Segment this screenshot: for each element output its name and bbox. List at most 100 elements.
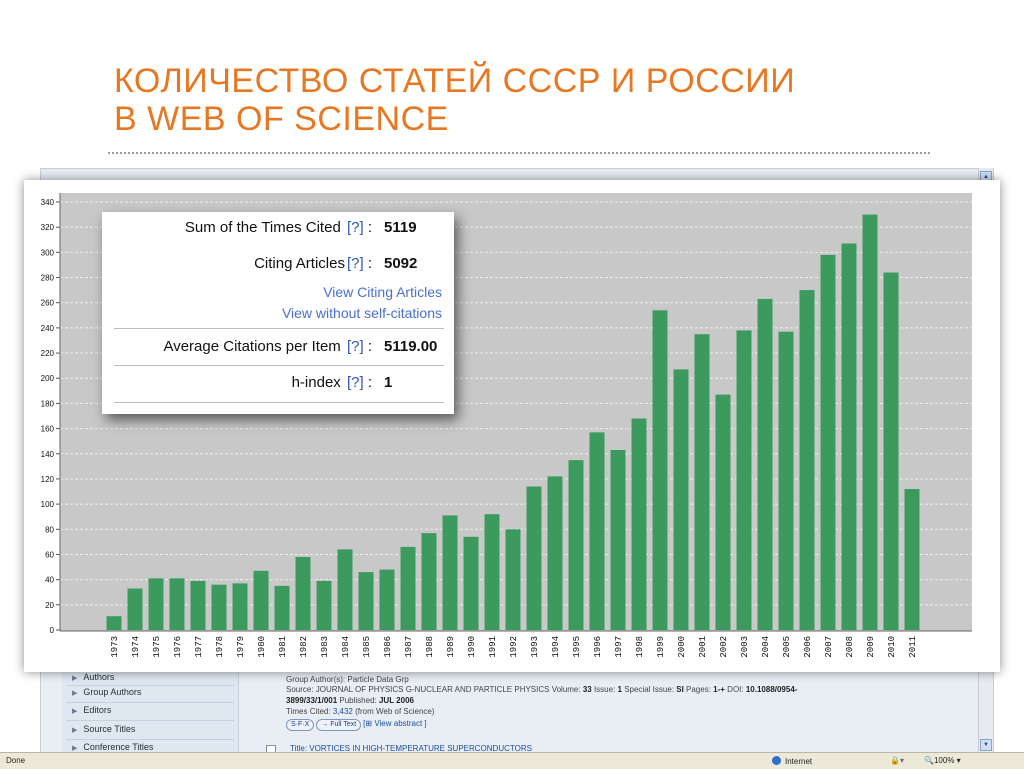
sidebar-item-conference-titles[interactable]: ▶ Conference Titles [72, 742, 153, 752]
x-tick-label: 1981 [278, 636, 288, 658]
x-tick-label: 1998 [635, 636, 645, 658]
triangle-right-icon: ▶ [72, 745, 78, 752]
x-tick-label: 1997 [614, 636, 624, 658]
bar-1986 [379, 569, 395, 630]
help-link[interactable]: [?] [346, 374, 364, 391]
sidebar-item-authors[interactable]: ▶ Authors [72, 672, 114, 682]
help-link[interactable]: [?] [346, 255, 364, 272]
x-tick-label: 2004 [761, 636, 771, 658]
bar-2007 [820, 254, 836, 630]
bar-1981 [274, 585, 290, 630]
view-citing-articles-link[interactable]: View Citing Articles [323, 284, 442, 300]
x-tick-label: 1978 [215, 636, 225, 658]
h-index-label: h-index [?] : [291, 374, 372, 391]
zoom-control[interactable]: 🔍100% ▾ [924, 756, 961, 765]
sfx-button[interactable]: S·F·X [286, 719, 315, 731]
x-tick-label: 2001 [698, 636, 708, 658]
record-group-author: Group Author(s): Particle Data Grp [286, 675, 409, 684]
sidebar-item-label: Group Authors [83, 687, 142, 697]
title-divider [108, 152, 930, 154]
x-tick-label: 2003 [740, 636, 750, 658]
bar-1998 [631, 418, 647, 630]
bar-2008 [841, 243, 857, 630]
help-link[interactable]: [?] [346, 219, 364, 236]
sidebar-item-group-authors[interactable]: ▶ Group Authors [72, 687, 141, 697]
view-citing-row: View Citing Articles [102, 282, 454, 302]
x-tick-label: 2002 [719, 636, 729, 658]
sidebar-item-editors[interactable]: ▶ Editors [72, 705, 111, 715]
citing-articles-value: 5092 [384, 255, 418, 272]
bar-1973 [106, 616, 122, 630]
bar-2006 [799, 290, 815, 630]
sidebar-item-source-titles[interactable]: ▶ Source Titles [72, 724, 135, 734]
sidebar-item-label: Editors [83, 705, 112, 715]
record-times-cited: Times Cited: 3,432 (from Web of Science) [286, 707, 435, 716]
stats-divider [114, 328, 444, 329]
bar-2001 [694, 334, 710, 630]
bar-2010 [883, 272, 899, 630]
x-tick-label: 1975 [152, 636, 162, 658]
x-tick-label: 1993 [530, 636, 540, 658]
times-cited-link[interactable]: 3,432 [332, 707, 353, 716]
y-tick-label: 160 [41, 425, 55, 434]
zone-label: Internet [785, 757, 813, 766]
bar-2011 [904, 489, 920, 630]
bar-1980 [253, 570, 269, 630]
triangle-right-icon: ▶ [72, 675, 78, 682]
y-tick-label: 240 [41, 324, 55, 333]
y-tick-label: 140 [41, 450, 55, 459]
stats-divider [114, 365, 444, 366]
x-tick-label: 1991 [488, 636, 498, 658]
x-tick-label: 1996 [593, 636, 603, 658]
x-tick-label: 1973 [110, 636, 120, 658]
bar-1978 [211, 584, 227, 630]
view-without-self-citations-link[interactable]: View without self-citations [281, 305, 442, 321]
triangle-right-icon: ▶ [72, 708, 78, 715]
average-citations-row: Average Citations per Item [?] : 5119.00 [102, 337, 454, 357]
sum-times-cited-label: Sum of the Times Cited [?] : [184, 219, 372, 236]
x-tick-label: 1987 [404, 636, 414, 658]
bar-1990 [463, 536, 479, 630]
y-tick-label: 300 [41, 248, 55, 257]
help-link[interactable]: [?] [346, 338, 364, 355]
record-source: Source: JOURNAL OF PHYSICS G-NUCLEAR AND… [286, 685, 798, 694]
y-tick-label: 100 [41, 500, 55, 509]
x-tick-label: 1976 [173, 636, 183, 658]
x-tick-label: 1979 [236, 636, 246, 658]
x-tick-label: 1980 [257, 636, 267, 658]
bar-1985 [358, 572, 374, 630]
full-text-button[interactable]: → Full Text [316, 719, 362, 731]
bar-1987 [400, 546, 416, 630]
x-tick-label: 1994 [551, 636, 561, 658]
bar-1979 [232, 583, 248, 630]
bar-1994 [547, 476, 563, 630]
h-index-row: h-index [?] : 1 [102, 373, 454, 393]
next-record-title[interactable]: Title: VORTICES IN HIGH-TEMPERATURE SUPE… [290, 744, 532, 753]
view-without-row: View without self-citations [102, 303, 454, 323]
sidebar-item-label: Authors [83, 672, 115, 682]
bar-2000 [673, 369, 689, 630]
view-abstract-link[interactable]: [⊞ View abstract ] [363, 719, 427, 728]
scroll-down-icon[interactable]: ▼ [980, 739, 992, 751]
y-tick-label: 180 [41, 399, 55, 408]
bar-1997 [610, 450, 626, 630]
bar-2002 [715, 394, 731, 630]
x-tick-label: 1984 [341, 636, 351, 658]
y-tick-label: 220 [41, 349, 55, 358]
bar-1977 [190, 580, 206, 630]
x-tick-label: 1995 [572, 636, 582, 658]
x-tick-label: 2010 [887, 636, 897, 658]
slide-title-line-1: КОЛИЧЕСТВО СТАТЕЙ СССР И РОССИИ [114, 62, 796, 100]
x-tick-label: 2011 [908, 636, 918, 658]
y-tick-label: 80 [45, 525, 54, 534]
x-tick-label: 1974 [131, 636, 141, 658]
bar-1976 [169, 578, 185, 630]
citing-articles-row: Citing Articles [?] : 5092 [102, 254, 454, 274]
sidebar-divider [66, 720, 234, 721]
protected-mode-icon[interactable]: 🔒▾ [890, 756, 904, 765]
average-citations-label: Average Citations per Item [?] : [163, 338, 372, 355]
x-tick-label: 2008 [845, 636, 855, 658]
sidebar-divider [66, 739, 234, 740]
average-citations-value: 5119.00 [384, 338, 438, 355]
sidebar-item-label: Conference Titles [83, 742, 154, 752]
